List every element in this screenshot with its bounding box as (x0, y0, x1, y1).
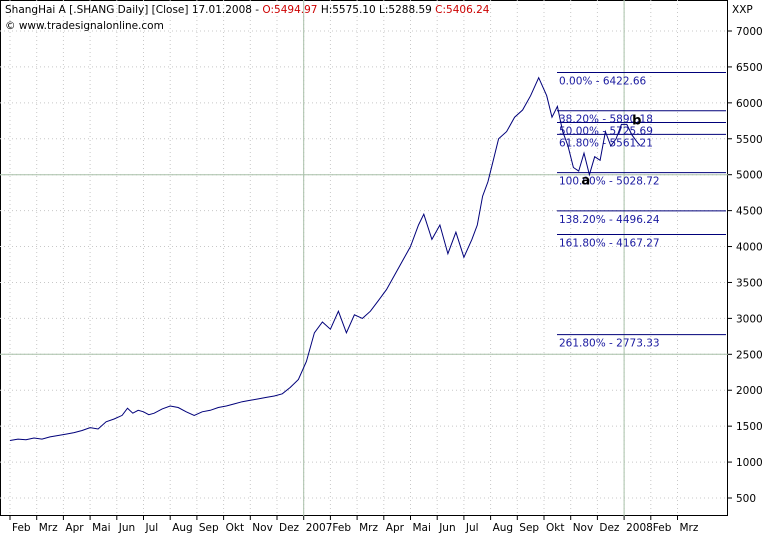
x-tick-label: Okt (226, 522, 244, 534)
y-tick-label: 4500 (736, 206, 763, 218)
plot-frame (0, 0, 728, 516)
x-tick-label: Feb (653, 522, 672, 534)
copyright-text: © www.tradesignalonline.com (5, 20, 164, 32)
x-tick-label: Jun (438, 522, 455, 534)
x-tick-label: Jun (118, 522, 135, 534)
wave-label-b: b (632, 113, 641, 128)
x-tick-label: 2007 (306, 522, 333, 534)
x-tick-label: Mai (92, 522, 110, 534)
y-tick-label: 2000 (736, 385, 763, 397)
y-tick-label: 5500 (736, 134, 763, 146)
x-tick-label: Nov (252, 522, 272, 534)
y-tick-label: 7000 (736, 26, 763, 38)
x-tick-label: Aug (172, 522, 193, 534)
x-tick-label: Jul (465, 522, 479, 534)
y-tick-label: 6000 (736, 98, 763, 110)
chart-title-text: ShangHai A [.SHANG Daily] [Close] 17.01.… (5, 4, 259, 16)
y-tick-label: 4000 (736, 242, 763, 254)
high-value: H:5575.10 (321, 4, 376, 16)
x-tick-label: Sep (199, 522, 219, 534)
y-axis: 500 1000 1500 2000 2500 3000 3500 4000 4500 5000 5… (728, 26, 763, 505)
x-tick-label: Feb (12, 522, 31, 534)
wave-label-a: a (581, 174, 590, 189)
chart-title: ShangHai A [.SHANG Daily] [Close] 17.01.… (5, 4, 490, 16)
x-tick-label: Dez (599, 522, 620, 534)
x-tick-label: Okt (546, 522, 564, 534)
price-series-line (9, 76, 641, 441)
fib-level-label: 100.00% - 5028.72 (559, 176, 660, 188)
x-tick-label: Jul (145, 522, 159, 534)
axis-unit-label: XXP (732, 4, 753, 16)
y-tick-label: 2500 (736, 349, 763, 361)
x-tick-label: Mai (413, 522, 431, 534)
y-tick-label: 5000 (736, 170, 763, 182)
fib-level-label: 261.80% - 2773.33 (559, 338, 660, 350)
x-tick-label: Aug (493, 522, 514, 534)
y-tick-label: 3000 (736, 313, 763, 325)
y-tick-label: 500 (736, 493, 756, 505)
fib-level-label: 0.00% - 6422.66 (559, 75, 647, 87)
x-tick-label: Dez (279, 522, 300, 534)
x-axis: Feb Mrz Apr Mai Jun Jul Aug Sep Okt Nov Dez 2007 Feb… (9, 516, 699, 534)
x-tick-label: Nov (573, 522, 594, 534)
fib-level-label: 138.20% - 4496.24 (559, 214, 660, 226)
grid-lines (0, 0, 728, 516)
y-tick-label: 1000 (736, 457, 763, 469)
y-tick-label: 6500 (736, 62, 763, 74)
x-tick-label: Feb (332, 522, 351, 534)
fib-level-label: 161.80% - 4167.27 (559, 238, 660, 250)
x-tick-label: Sep (519, 522, 539, 534)
fib-level-label: 61.80% - 5561.21 (559, 137, 653, 149)
x-tick-label: Apr (386, 522, 405, 534)
x-tick-label: Mrz (39, 522, 58, 534)
y-tick-label: 3500 (736, 277, 763, 289)
x-tick-label: Mrz (359, 522, 378, 534)
low-value: L:5288.59 (379, 4, 432, 16)
wave-annotations: ab (581, 113, 641, 188)
close-value: C:5406.24 (435, 4, 490, 16)
x-tick-label: 2008 (626, 522, 653, 534)
x-tick-label: Mrz (680, 522, 699, 534)
open-value: O:5494.97 (262, 4, 317, 16)
x-tick-label: Apr (65, 522, 84, 534)
y-tick-label: 1500 (736, 421, 763, 433)
